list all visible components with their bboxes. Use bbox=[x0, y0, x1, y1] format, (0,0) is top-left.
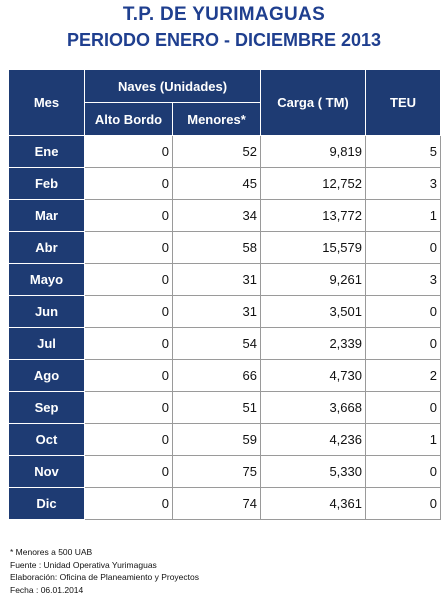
page-title: T.P. DE YURIMAGUAS bbox=[122, 4, 326, 25]
cell-mes: Oct bbox=[8, 423, 85, 456]
cell-carga: 13,772 bbox=[260, 199, 366, 232]
table-row: Nov 0 75 5,330 0 bbox=[8, 455, 441, 488]
cell-carga: 2,339 bbox=[260, 327, 366, 360]
table-row: Jul 0 54 2,339 0 bbox=[8, 327, 441, 360]
cell-mes: Jun bbox=[8, 295, 85, 328]
cell-alto-bordo: 0 bbox=[84, 167, 173, 200]
cell-carga: 15,579 bbox=[260, 231, 366, 264]
cell-teu: 1 bbox=[365, 199, 441, 232]
cell-mes: Ago bbox=[8, 359, 85, 392]
cell-teu: 0 bbox=[365, 327, 441, 360]
header-naves: Naves (Unidades) bbox=[84, 69, 261, 103]
table-row: Abr 0 58 15,579 0 bbox=[8, 231, 441, 264]
cell-mes: Abr bbox=[8, 231, 85, 264]
header-alto-bordo: Alto Bordo bbox=[84, 102, 173, 136]
table-body: Ene 0 52 9,819 5 Feb 0 45 12,752 3 Mar 0 34 13,772 1 Ab… bbox=[8, 135, 441, 520]
table-row: Feb 0 45 12,752 3 bbox=[8, 167, 441, 200]
cell-carga: 9,819 bbox=[260, 135, 366, 168]
cell-menores: 59 bbox=[172, 423, 261, 456]
cell-mes: Sep bbox=[8, 391, 85, 424]
cell-alto-bordo: 0 bbox=[84, 391, 173, 424]
table-row: Sep 0 51 3,668 0 bbox=[8, 391, 441, 424]
cell-carga: 5,330 bbox=[260, 455, 366, 488]
cell-alto-bordo: 0 bbox=[84, 359, 173, 392]
cell-menores: 45 bbox=[172, 167, 261, 200]
header-mes: Mes bbox=[8, 69, 85, 136]
cell-menores: 66 bbox=[172, 359, 261, 392]
cell-teu: 0 bbox=[365, 455, 441, 488]
cell-teu: 2 bbox=[365, 359, 441, 392]
note-elaboracion: Elaboración: Oficina de Planeamiento y P… bbox=[10, 572, 199, 583]
cell-alto-bordo: 0 bbox=[84, 199, 173, 232]
cell-menores: 75 bbox=[172, 455, 261, 488]
cell-teu: 3 bbox=[365, 263, 441, 296]
header-teu: TEU bbox=[365, 69, 441, 136]
header-carga: Carga ( TM) bbox=[260, 69, 366, 136]
table-row: Dic 0 74 4,361 0 bbox=[8, 487, 441, 520]
cell-carga: 4,236 bbox=[260, 423, 366, 456]
cell-menores: 54 bbox=[172, 327, 261, 360]
header-menores: Menores* bbox=[172, 102, 261, 136]
cell-alto-bordo: 0 bbox=[84, 327, 173, 360]
cell-carga: 3,668 bbox=[260, 391, 366, 424]
cell-menores: 31 bbox=[172, 295, 261, 328]
cell-alto-bordo: 0 bbox=[84, 231, 173, 264]
cell-alto-bordo: 0 bbox=[84, 135, 173, 168]
cell-alto-bordo: 0 bbox=[84, 455, 173, 488]
table-row: Jun 0 31 3,501 0 bbox=[8, 295, 441, 328]
cell-carga: 4,361 bbox=[260, 487, 366, 520]
cell-teu: 0 bbox=[365, 295, 441, 328]
cell-teu: 0 bbox=[365, 391, 441, 424]
cell-alto-bordo: 0 bbox=[84, 263, 173, 296]
cell-mes: Mayo bbox=[8, 263, 85, 296]
cell-mes: Ene bbox=[8, 135, 85, 168]
cell-mes: Jul bbox=[8, 327, 85, 360]
cell-carga: 4,730 bbox=[260, 359, 366, 392]
footnotes: * Menores a 500 UAB Fuente : Unidad Oper… bbox=[10, 546, 199, 596]
data-table: Mes Naves (Unidades) Carga ( TM) TEU Alt… bbox=[8, 69, 441, 520]
cell-teu: 0 bbox=[365, 231, 441, 264]
page-subtitle: PERIODO ENERO - DICIEMBRE 2013 bbox=[66, 30, 382, 50]
table-row: Mayo 0 31 9,261 3 bbox=[8, 263, 441, 296]
cell-menores: 31 bbox=[172, 263, 261, 296]
table-row: Oct 0 59 4,236 1 bbox=[8, 423, 441, 456]
cell-mes: Dic bbox=[8, 487, 85, 520]
cell-carga: 12,752 bbox=[260, 167, 366, 200]
cell-teu: 1 bbox=[365, 423, 441, 456]
cell-menores: 52 bbox=[172, 135, 261, 168]
cell-mes: Mar bbox=[8, 199, 85, 232]
cell-alto-bordo: 0 bbox=[84, 423, 173, 456]
note-menores: * Menores a 500 UAB bbox=[10, 547, 93, 557]
cell-carga: 3,501 bbox=[260, 295, 366, 328]
table-row: Ene 0 52 9,819 5 bbox=[8, 135, 441, 168]
cell-menores: 58 bbox=[172, 231, 261, 264]
note-fecha: Fecha : 06.01.2014 bbox=[10, 584, 84, 595]
cell-menores: 34 bbox=[172, 199, 261, 232]
table-row: Ago 0 66 4,730 2 bbox=[8, 359, 441, 392]
note-fuente: Fuente : Unidad Operativa Yurimaguas bbox=[10, 559, 157, 570]
cell-teu: 5 bbox=[365, 135, 441, 168]
cell-teu: 3 bbox=[365, 167, 441, 200]
cell-alto-bordo: 0 bbox=[84, 487, 173, 520]
cell-menores: 74 bbox=[172, 487, 261, 520]
cell-mes: Feb bbox=[8, 167, 85, 200]
cell-menores: 51 bbox=[172, 391, 261, 424]
cell-carga: 9,261 bbox=[260, 263, 366, 296]
cell-mes: Nov bbox=[8, 455, 85, 488]
table-row: Mar 0 34 13,772 1 bbox=[8, 199, 441, 232]
cell-teu: 0 bbox=[365, 487, 441, 520]
cell-alto-bordo: 0 bbox=[84, 295, 173, 328]
